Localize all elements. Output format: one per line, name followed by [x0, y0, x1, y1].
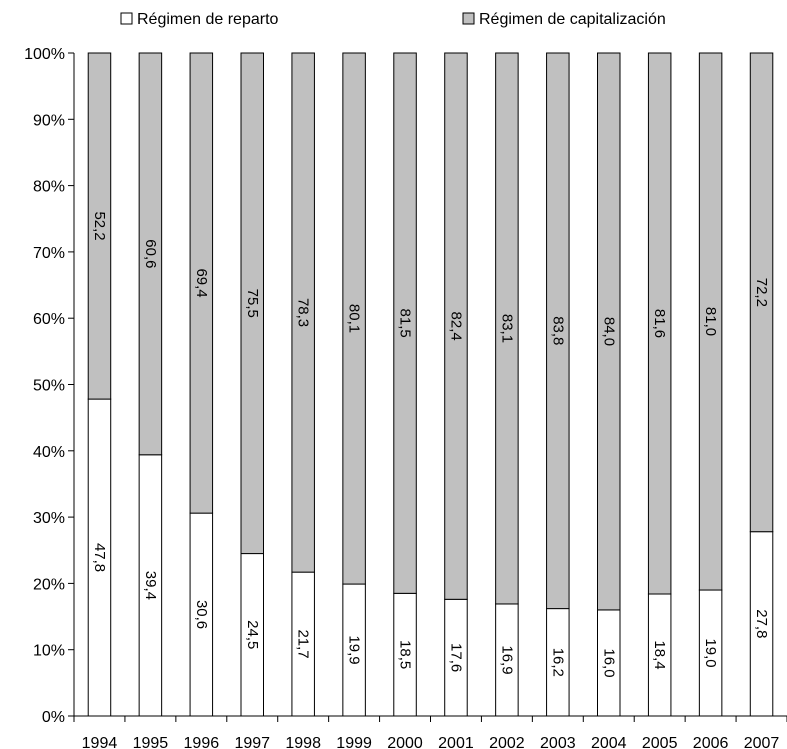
legend-label: Régimen de reparto: [137, 11, 279, 28]
data-label-reparto: 18,4: [651, 640, 668, 669]
y-tick-label: 60%: [33, 311, 65, 328]
x-tick-label: 2004: [591, 735, 627, 749]
data-label-capitalizacion: 80,1: [346, 304, 363, 333]
legend-item-capitalizacion: Régimen de capitalización: [462, 11, 666, 28]
x-tick-label: 1999: [336, 735, 372, 749]
data-label-reparto: 16,9: [498, 645, 515, 674]
data-label-capitalizacion: 78,3: [295, 298, 312, 327]
legend-swatch: [120, 12, 133, 25]
data-label-reparto: 39,4: [142, 571, 159, 600]
legend-item-reparto: Régimen de reparto: [120, 11, 279, 28]
x-tick-label: 2003: [540, 735, 576, 749]
data-label-reparto: 16,2: [549, 648, 566, 677]
data-label-reparto: 19,9: [346, 635, 363, 664]
bar-capitalizacion: [87, 52, 112, 400]
data-label-reparto: 24,5: [244, 620, 261, 649]
data-label-capitalizacion: 69,4: [193, 268, 210, 297]
data-label-capitalizacion: 81,5: [397, 309, 414, 338]
bar-capitalizacion: [698, 52, 723, 591]
legend: Régimen de reparto Régimen de capitalizac…: [120, 11, 666, 28]
bar-capitalizacion: [749, 52, 774, 533]
x-tick-label: 1995: [133, 735, 169, 749]
y-tick-label: 30%: [33, 510, 65, 527]
y-tick-label: 20%: [33, 576, 65, 593]
data-label-reparto: 47,8: [91, 543, 108, 572]
bar-capitalizacion: [495, 52, 519, 605]
y-tick-label: 50%: [33, 378, 65, 395]
data-label-reparto: 21,7: [295, 629, 312, 658]
y-tick-label: 100%: [24, 46, 65, 63]
bar-capitalizacion: [444, 52, 468, 600]
x-tick-label: 2000: [387, 735, 423, 749]
data-label-reparto: 16,0: [600, 648, 617, 677]
y-tick-label: 10%: [33, 643, 65, 660]
y-tick-label: 0%: [42, 709, 65, 726]
bar-capitalizacion: [138, 52, 163, 456]
x-tick-label: 1994: [82, 735, 118, 749]
x-tick-label: 1998: [285, 735, 321, 749]
data-label-capitalizacion: 75,5: [244, 289, 261, 318]
bar-capitalizacion: [597, 52, 621, 611]
y-axis: 0% 10% 20% 30% 40% 50% 60% 70% 80% 90% 100%: [24, 46, 75, 726]
data-label-capitalizacion: 83,1: [498, 314, 515, 343]
data-label-capitalizacion: 60,6: [142, 239, 159, 268]
x-tick-label: 2007: [744, 735, 780, 749]
data-label-capitalizacion: 81,6: [651, 309, 668, 338]
x-tick-label: 2006: [693, 735, 729, 749]
x-axis: 1994 1995 1996 1997 1998 1999 2000 2001 2002 2003…: [73, 715, 787, 749]
data-label-capitalizacion: 83,8: [549, 316, 566, 345]
data-label-capitalizacion: 82,4: [447, 312, 464, 341]
y-tick-label: 90%: [33, 112, 65, 129]
data-label-reparto: 27,8: [753, 609, 770, 638]
data-label-capitalizacion: 72,2: [753, 278, 770, 307]
bar-capitalizacion: [189, 52, 214, 514]
bar-capitalizacion: [393, 52, 417, 594]
x-tick-label: 2002: [489, 735, 525, 749]
y-tick-label: 80%: [33, 179, 65, 196]
legend-label: Régimen de capitalización: [479, 11, 666, 28]
bars: 47,8 52,2 39,4 60,6 30,6 69,4 24,5 75,5 21,7 78,3…: [87, 52, 774, 717]
legend-swatch: [462, 12, 475, 25]
y-tick-label: 70%: [33, 245, 65, 262]
x-tick-label: 2005: [642, 735, 678, 749]
bar-capitalizacion: [546, 52, 570, 610]
data-label-capitalizacion: 84,0: [600, 317, 617, 346]
bar-capitalizacion: [240, 52, 264, 555]
data-label-capitalizacion: 52,2: [91, 211, 108, 240]
x-tick-label: 2001: [438, 735, 474, 749]
data-label-reparto: 17,6: [447, 643, 464, 672]
y-tick-label: 40%: [33, 444, 65, 461]
data-label-reparto: 18,5: [397, 640, 414, 669]
bar-capitalizacion: [342, 52, 366, 585]
x-tick-label: 1997: [234, 735, 270, 749]
data-label-reparto: 30,6: [193, 600, 210, 629]
data-label-reparto: 19,0: [702, 638, 719, 667]
x-tick-label: 1996: [184, 735, 220, 749]
bar-capitalizacion: [647, 52, 672, 595]
bar-capitalizacion: [291, 52, 315, 573]
data-label-capitalizacion: 81,0: [702, 307, 719, 336]
